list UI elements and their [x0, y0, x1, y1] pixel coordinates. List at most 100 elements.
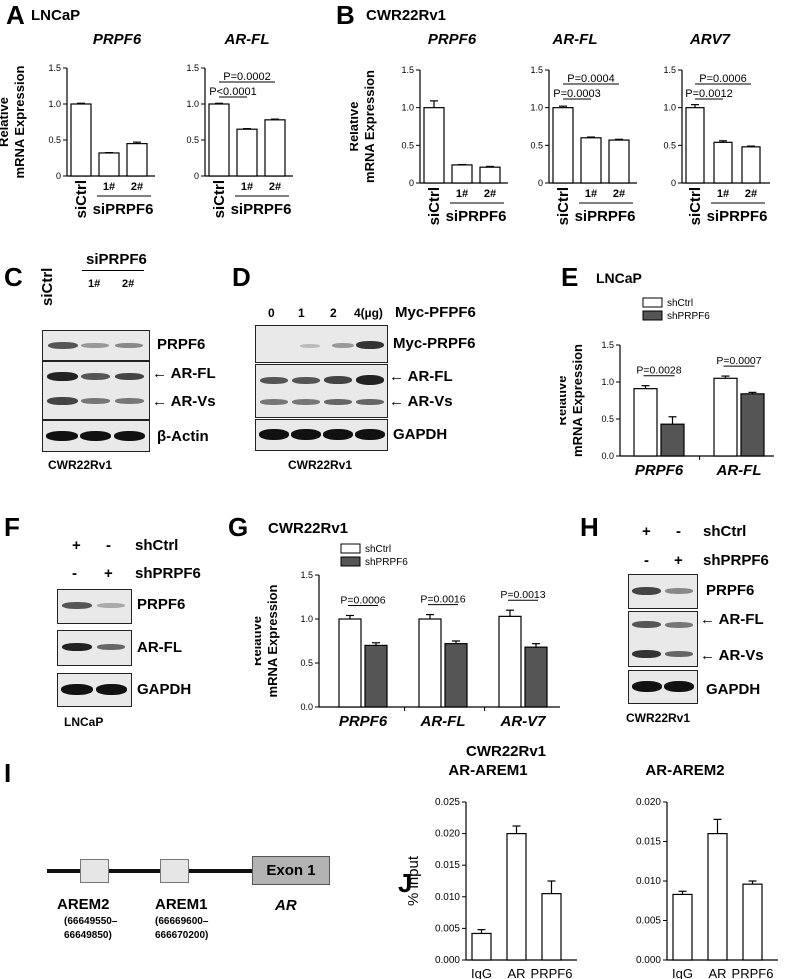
y-tick-label: 0 [194, 171, 199, 181]
x-tick-label: siCtrl [73, 180, 90, 218]
y-tick-label: 0.000 [636, 955, 661, 966]
f-minus-1: - [106, 537, 111, 554]
p-value: P<0.0001 [209, 86, 256, 98]
y-tick-label: 1.5 [300, 570, 313, 580]
bar [126, 142, 148, 177]
x-tick-label: PRPF6 [531, 966, 573, 979]
p-value: P=0.0006 [699, 73, 746, 85]
y-tick-label: 0.5 [663, 140, 676, 150]
y-axis-label: RelativemRNA Expression [255, 584, 280, 697]
y-tick-label: 1.5 [186, 63, 199, 73]
f-blot-ar-fl [57, 630, 132, 666]
arrow-icon: ← [700, 611, 715, 628]
bar [364, 644, 388, 708]
bar [742, 883, 763, 961]
i-arem1-coord-start: (66669600– [155, 916, 209, 927]
y-tick-label: 0 [409, 178, 414, 188]
panel-j-cell-line: CWR22Rv1 [466, 743, 547, 760]
blot-band [115, 398, 144, 404]
h-plus-1: + [642, 523, 651, 540]
y-tick-label: 0.015 [636, 837, 661, 848]
blot-band [665, 651, 693, 657]
y-tick-label: 0.020 [636, 797, 661, 808]
c-blot-ar [42, 361, 150, 420]
bar [208, 103, 230, 177]
panel-letter-c: C [4, 262, 23, 292]
c-row-ar-vs: ← AR-Vs [152, 394, 216, 409]
blot-band [81, 373, 110, 380]
bar [236, 128, 258, 177]
d-dose-1: 1 [298, 306, 305, 320]
blot-band [332, 343, 354, 348]
panel-g-cell-line: CWR22Rv1 [268, 520, 349, 537]
f-blot-prpf6 [57, 589, 132, 624]
d-blot-ar [255, 364, 388, 418]
bar [608, 139, 630, 184]
x-tick-label: 2# [613, 188, 625, 200]
h-row-ar-fl: ← AR-FL [700, 612, 764, 627]
bar [713, 377, 738, 457]
blot-band [62, 643, 92, 651]
c-group-line [82, 270, 144, 271]
f-row-shprpf6: shPRPF6 [135, 565, 201, 582]
c-row-prpf6: PRPF6 [157, 336, 206, 353]
blot-band [96, 684, 127, 695]
blot-band [665, 588, 693, 594]
bar [444, 643, 468, 708]
chart-j-arem1: AR-AREM1 % input 0.000 0.005 0.010 0.015 0.020… [405, 762, 577, 979]
group-label: siPRPF6 [231, 201, 292, 218]
p-value: P=0.0003 [553, 88, 600, 100]
bar [633, 388, 658, 457]
arrow-icon: ← [700, 647, 715, 664]
panel-letter-j: J [398, 868, 413, 898]
p-value: P=0.0002 [223, 71, 270, 83]
arrow-icon: ← [152, 393, 167, 410]
bar [741, 146, 761, 184]
i-exon-box: Exon 1 [252, 856, 330, 885]
y-tick-label: 1.5 [530, 65, 543, 75]
bar [423, 107, 445, 184]
f-row-ar-fl: AR-FL [137, 639, 182, 656]
h-row-ar-vs-text: AR-Vs [718, 647, 764, 664]
f-plus-2: + [104, 565, 113, 582]
panel-e-cell-line: LNCaP [596, 270, 642, 286]
chart-a-prpf6: PRPF6 RelativemRNA Expression 0 0.5 1.0 1.5 si… [0, 31, 155, 218]
h-row-shprpf6: shPRPF6 [703, 552, 769, 569]
c-row-ar-fl: ← AR-FL [152, 366, 216, 381]
y-tick-label: 1.0 [663, 103, 676, 113]
blot-band [259, 429, 289, 440]
bar [451, 164, 473, 184]
p-value: P=0.0007 [716, 355, 761, 367]
c-row-ar-fl-text: AR-FL [170, 365, 216, 382]
x-tick-label: 1# [103, 181, 115, 193]
i-arem2-label: AREM2 [57, 896, 110, 913]
blot-band [47, 397, 78, 405]
panel-letter-d: D [232, 262, 251, 292]
x-tick-label: 1# [241, 181, 253, 193]
blot-band [48, 342, 78, 349]
bar [552, 107, 574, 184]
blot-band [81, 398, 110, 404]
blot-band [115, 343, 143, 348]
blot-band [260, 399, 288, 405]
bar [713, 141, 733, 184]
c-lane2-label: 2# [122, 278, 135, 290]
bar [264, 119, 286, 177]
panel-a-cell-line: LNCaP [31, 7, 81, 24]
blot-band [81, 343, 109, 348]
chart-e: RelativemRNA Expression 0.0 0.5 1.0 1.5 shCtr… [560, 297, 774, 479]
y-tick-label: 0.005 [435, 923, 460, 934]
y-tick-label: 0.5 [186, 135, 199, 145]
x-tick-label: siCtrl [687, 187, 704, 225]
y-tick-label: 1.0 [48, 99, 61, 109]
blot-band [324, 376, 352, 384]
x-tick-label: AR-FL [716, 462, 762, 479]
blot-band [292, 377, 320, 384]
d-dose-4: 4(µg) [354, 306, 383, 320]
y-tick-label: 1.5 [401, 65, 414, 75]
bar [660, 423, 685, 457]
c-row-actin: β-Actin [157, 428, 209, 445]
f-blot-gapdh [57, 673, 132, 707]
bar [498, 615, 522, 708]
c-siprpf6-label: siPRPF6 [86, 251, 147, 268]
